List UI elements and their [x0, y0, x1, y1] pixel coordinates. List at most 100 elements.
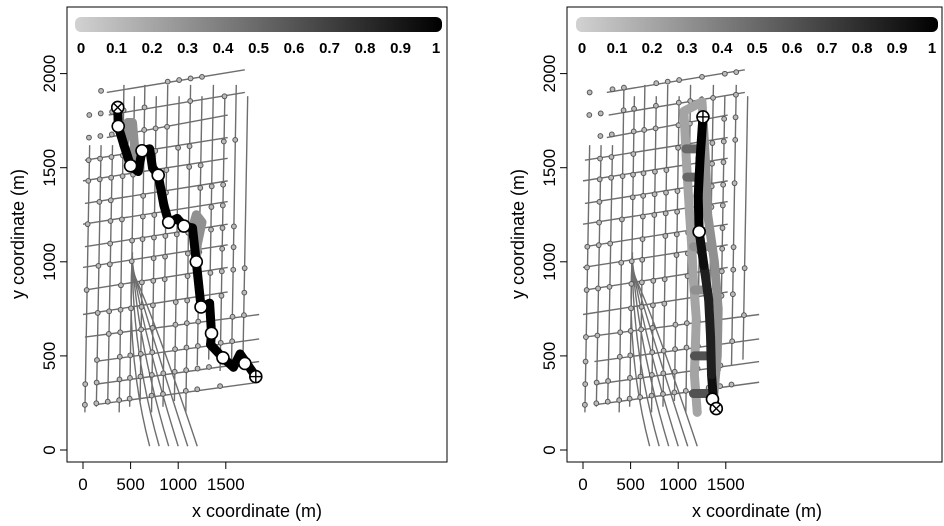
node [106, 261, 113, 268]
y-tick-label: 500 [40, 342, 59, 370]
node [137, 351, 144, 357]
node [729, 291, 736, 298]
node [97, 133, 104, 139]
node [162, 253, 168, 260]
node [683, 344, 690, 351]
node [85, 177, 92, 184]
axes-right-ticks: 0 500 1000 1500 0 500 1000 1500 2000 [540, 55, 745, 494]
node [728, 381, 735, 388]
node [116, 376, 123, 383]
node [176, 77, 183, 83]
node [731, 180, 738, 187]
node [217, 339, 224, 346]
alternative-route [679, 97, 708, 417]
node [730, 244, 737, 251]
node [139, 236, 146, 243]
colorbar-tick-label: 0.9 [390, 40, 411, 57]
node [584, 264, 590, 271]
node [194, 386, 201, 393]
node [732, 114, 739, 121]
node [583, 287, 590, 293]
y-tick-label: 1000 [540, 243, 559, 281]
node [220, 138, 227, 145]
street-network-right [582, 69, 760, 447]
node [173, 231, 180, 238]
node [651, 212, 658, 218]
node [709, 160, 715, 167]
colorbar-right-bar [576, 17, 938, 32]
x-tick-label: 500 [116, 475, 144, 494]
node [673, 231, 680, 238]
street-arc [631, 256, 660, 447]
street-segment [106, 69, 245, 94]
node [620, 107, 627, 114]
node [118, 282, 124, 289]
node [699, 73, 705, 80]
street-segment [582, 291, 728, 316]
node [676, 77, 683, 83]
node [729, 338, 736, 345]
node [160, 391, 166, 397]
route-segment [693, 153, 705, 201]
node [82, 401, 88, 408]
node [197, 162, 204, 169]
node [108, 154, 115, 160]
colorbar-left-bar [75, 17, 442, 32]
node [117, 306, 124, 313]
node [593, 379, 600, 386]
node [148, 392, 155, 399]
node [649, 349, 656, 356]
node [607, 240, 614, 247]
x-tick-label: 0 [78, 475, 87, 494]
node [663, 189, 669, 196]
street-segment [173, 96, 180, 402]
node [218, 268, 225, 275]
colorbar-left-ticks: 0 0.1 0.2 0.3 0.4 0.5 0.6 0.7 0.8 0.9 1 [77, 40, 440, 57]
node [741, 312, 747, 319]
node [116, 397, 123, 403]
stop-marker [135, 143, 149, 158]
node [730, 266, 737, 273]
y-tick-label: 1000 [40, 243, 59, 281]
node [107, 218, 114, 224]
node [241, 289, 248, 296]
node [660, 347, 667, 354]
street-arc [631, 270, 698, 447]
node [94, 357, 100, 363]
node [628, 280, 635, 287]
node [171, 368, 178, 375]
node [219, 245, 226, 252]
node [606, 283, 613, 290]
node [218, 292, 225, 299]
colorbar-tick-label: 0.6 [782, 40, 803, 57]
node [116, 353, 123, 360]
street-segment [162, 84, 169, 407]
node [639, 213, 646, 220]
node [137, 373, 144, 380]
node [93, 379, 100, 386]
node [241, 312, 247, 319]
node [683, 320, 690, 327]
node [616, 353, 623, 360]
node [660, 370, 667, 377]
route-segment [706, 332, 717, 380]
node [637, 373, 644, 380]
colorbar-tick-label: 0.4 [213, 40, 235, 57]
street-segment [84, 145, 91, 413]
node [594, 332, 601, 339]
y-tick-label: 1500 [40, 149, 59, 187]
street-segment [84, 266, 228, 291]
node [608, 154, 615, 160]
stop-marker [111, 119, 126, 134]
y-tick-label: 0 [540, 445, 559, 454]
street-segment [730, 84, 737, 366]
node [653, 102, 659, 109]
node [674, 188, 681, 194]
node [627, 327, 634, 334]
node [616, 397, 623, 403]
street-segment [185, 84, 192, 413]
node [93, 400, 100, 407]
node [84, 221, 91, 228]
street-segment [742, 96, 749, 360]
street-segment [219, 96, 226, 371]
